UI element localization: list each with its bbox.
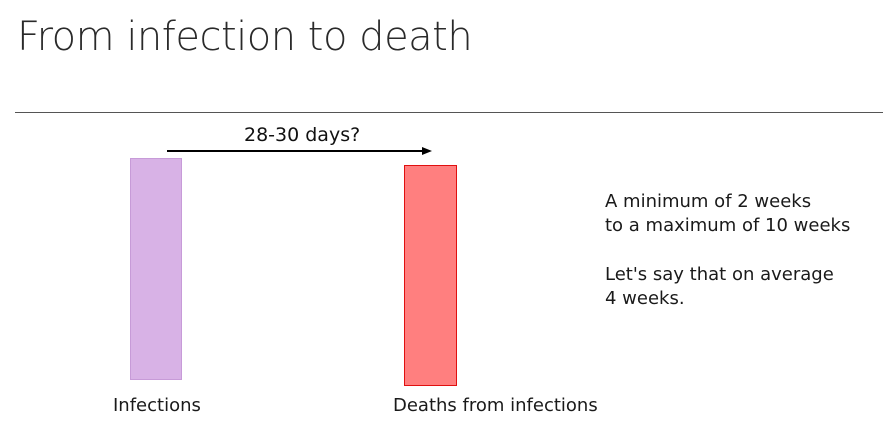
- duration-range-note: A minimum of 2 weeks to a maximum of 10 …: [605, 190, 850, 238]
- duration-average-line: Let's say that on average: [605, 264, 834, 285]
- duration-average-line: 4 weeks.: [605, 288, 685, 309]
- duration-range-line: A minimum of 2 weeks: [605, 191, 812, 212]
- title-divider: [15, 112, 883, 113]
- infections-label: Infections: [113, 395, 201, 416]
- infections-bar: [130, 158, 182, 380]
- duration-arrow: [167, 147, 432, 155]
- duration-arrow-head: [422, 147, 432, 155]
- deaths-bar: [404, 165, 457, 386]
- duration-label: 28-30 days?: [244, 124, 361, 146]
- deaths-label: Deaths from infections: [393, 395, 598, 416]
- duration-average-note: Let's say that on average 4 weeks.: [605, 263, 834, 311]
- duration-range-line: to a maximum of 10 weeks: [605, 215, 851, 236]
- slide-title: From infection to death: [17, 14, 473, 60]
